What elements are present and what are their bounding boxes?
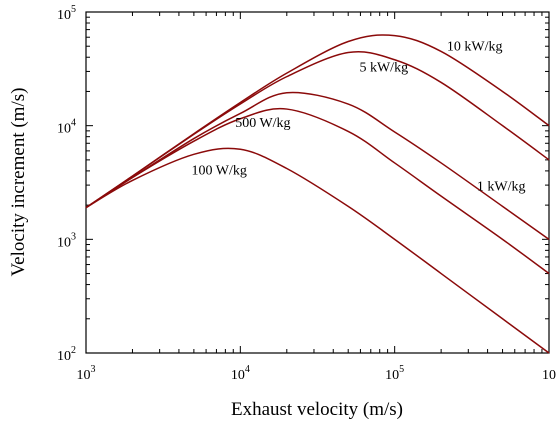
plot-area: 10 kW/kg 5 kW/kg 1 kW/kg 500 W/kg 100 W/kg	[85, 11, 550, 354]
series-line-4	[85, 147, 550, 354]
y-tick-labels: 102 103 104 105	[57, 4, 76, 364]
series-label-2: 1 kW/kg	[477, 179, 526, 194]
y-axis-title: Velocity increment (m/s)	[8, 88, 29, 277]
series-label-4: 100 W/kg	[192, 164, 247, 179]
y-tick-label: 105	[57, 4, 76, 23]
y-tick-label: 103	[57, 231, 76, 250]
x-tick-label: 10	[542, 368, 556, 383]
series-label-1: 5 kW/kg	[359, 60, 408, 75]
x-tick-label: 103	[77, 364, 96, 383]
x-tick-label: 105	[385, 364, 404, 383]
series-lines	[85, 34, 550, 354]
x-axis-title: Exhaust velocity (m/s)	[231, 399, 403, 420]
series-label-0: 10 kW/kg	[447, 39, 503, 54]
y-tick-label: 104	[57, 118, 76, 137]
series-labels: 10 kW/kg 5 kW/kg 1 kW/kg 500 W/kg 100 W/kg	[192, 39, 526, 194]
x-tick-labels: 103 104 105 10	[77, 364, 556, 383]
series-label-3: 500 W/kg	[235, 116, 290, 131]
x-tick-label: 104	[231, 364, 250, 383]
series-line-2	[85, 91, 550, 240]
series-line-3	[85, 107, 550, 275]
plot-frame	[85, 11, 550, 354]
series-line-1	[85, 51, 550, 209]
axis-ticks	[85, 11, 550, 354]
y-tick-label: 102	[57, 345, 76, 364]
